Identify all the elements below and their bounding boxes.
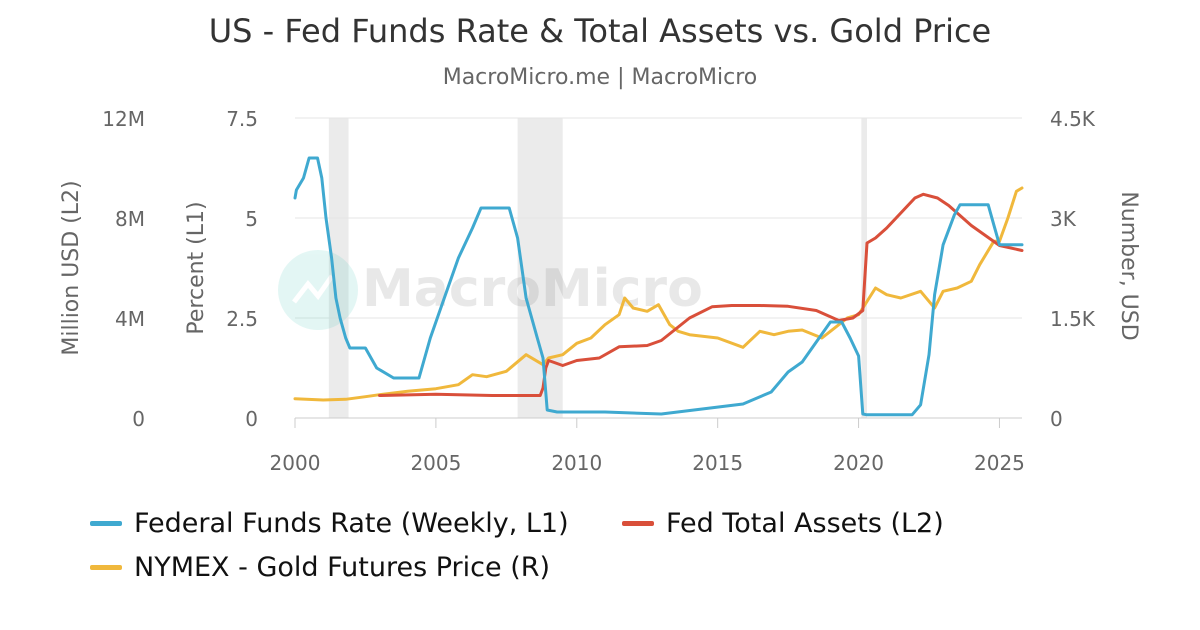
- legend-swatch-gold: [90, 565, 122, 570]
- y-tick-left-outer: 12M: [102, 107, 145, 131]
- y-tick-left-inner: 2.5: [226, 307, 258, 331]
- x-tick-label: 2020: [833, 451, 884, 475]
- x-tick-label: 2000: [270, 451, 321, 475]
- x-tick-label: 2025: [974, 451, 1025, 475]
- gridlines: [295, 117, 1022, 319]
- y-tick-right: 1.5K: [1050, 307, 1096, 331]
- y-axis-titles: Million USD (L2) Percent (L1) Number, US…: [59, 180, 1141, 355]
- y-tick-left-inner: 5: [245, 207, 258, 231]
- legend-item-gold[interactable]: NYMEX - Gold Futures Price (R): [90, 552, 550, 583]
- legend-label-fed-funds: Federal Funds Rate (Weekly, L1): [134, 508, 569, 539]
- legend-item-fed-funds[interactable]: Federal Funds Rate (Weekly, L1): [90, 508, 569, 539]
- chart-subtitle: MacroMicro.me | MacroMicro: [442, 65, 758, 90]
- y-tick-left-inner: 0: [245, 407, 258, 431]
- y-axis-ticks: 0 2.5 5 7.5 0 4M 8M 12M 0 1.5K 3K 4.5K: [102, 107, 1096, 431]
- watermark: MacroMicro: [278, 250, 703, 330]
- series-line-fed-assets: [378, 192, 1024, 397]
- series-line-gold: [293, 186, 1024, 402]
- legend-item-fed-assets[interactable]: Fed Total Assets (L2): [622, 508, 944, 539]
- y-tick-right: 3K: [1050, 207, 1077, 231]
- series-lines: [293, 156, 1024, 417]
- recession-band-0: [328, 118, 349, 418]
- y-tick-left-outer: 8M: [115, 207, 145, 231]
- y-axis-right-title: Number, USD: [1116, 191, 1141, 340]
- legend-label-gold: NYMEX - Gold Futures Price (R): [134, 552, 551, 583]
- x-tick-label: 2010: [551, 451, 602, 475]
- x-axis: 2000 2005 2010 2015 2020 2025: [270, 417, 1025, 475]
- y-tick-left-outer: 0: [132, 407, 145, 431]
- y-tick-right: 0: [1050, 407, 1063, 431]
- watermark-logo-icon: [278, 250, 358, 330]
- x-tick-label: 2015: [692, 451, 743, 475]
- y-tick-left-outer: 4M: [115, 307, 145, 331]
- chart-title: US - Fed Funds Rate & Total Assets vs. G…: [208, 12, 992, 50]
- legend-swatch-fed-assets: [622, 521, 654, 526]
- y-axis-left-outer-title: Million USD (L2): [59, 180, 84, 355]
- watermark-text: MacroMicro: [362, 259, 703, 319]
- y-axis-left-inner-title: Percent (L1): [184, 201, 209, 334]
- y-tick-right: 4.5K: [1050, 107, 1096, 131]
- recession-band-1: [517, 118, 563, 418]
- watermark-logo-mark: [292, 274, 335, 304]
- y-tick-left-inner: 7.5: [226, 107, 258, 131]
- legend-swatch-fed-funds: [90, 521, 122, 526]
- x-tick-label: 2005: [410, 451, 461, 475]
- series-line-fed-funds: [293, 156, 1024, 417]
- chart-plot: MacroMicro 2000 2005 2010 2015 2020 2025 0 2.5…: [59, 107, 1141, 475]
- legend-label-fed-assets: Fed Total Assets (L2): [666, 508, 944, 539]
